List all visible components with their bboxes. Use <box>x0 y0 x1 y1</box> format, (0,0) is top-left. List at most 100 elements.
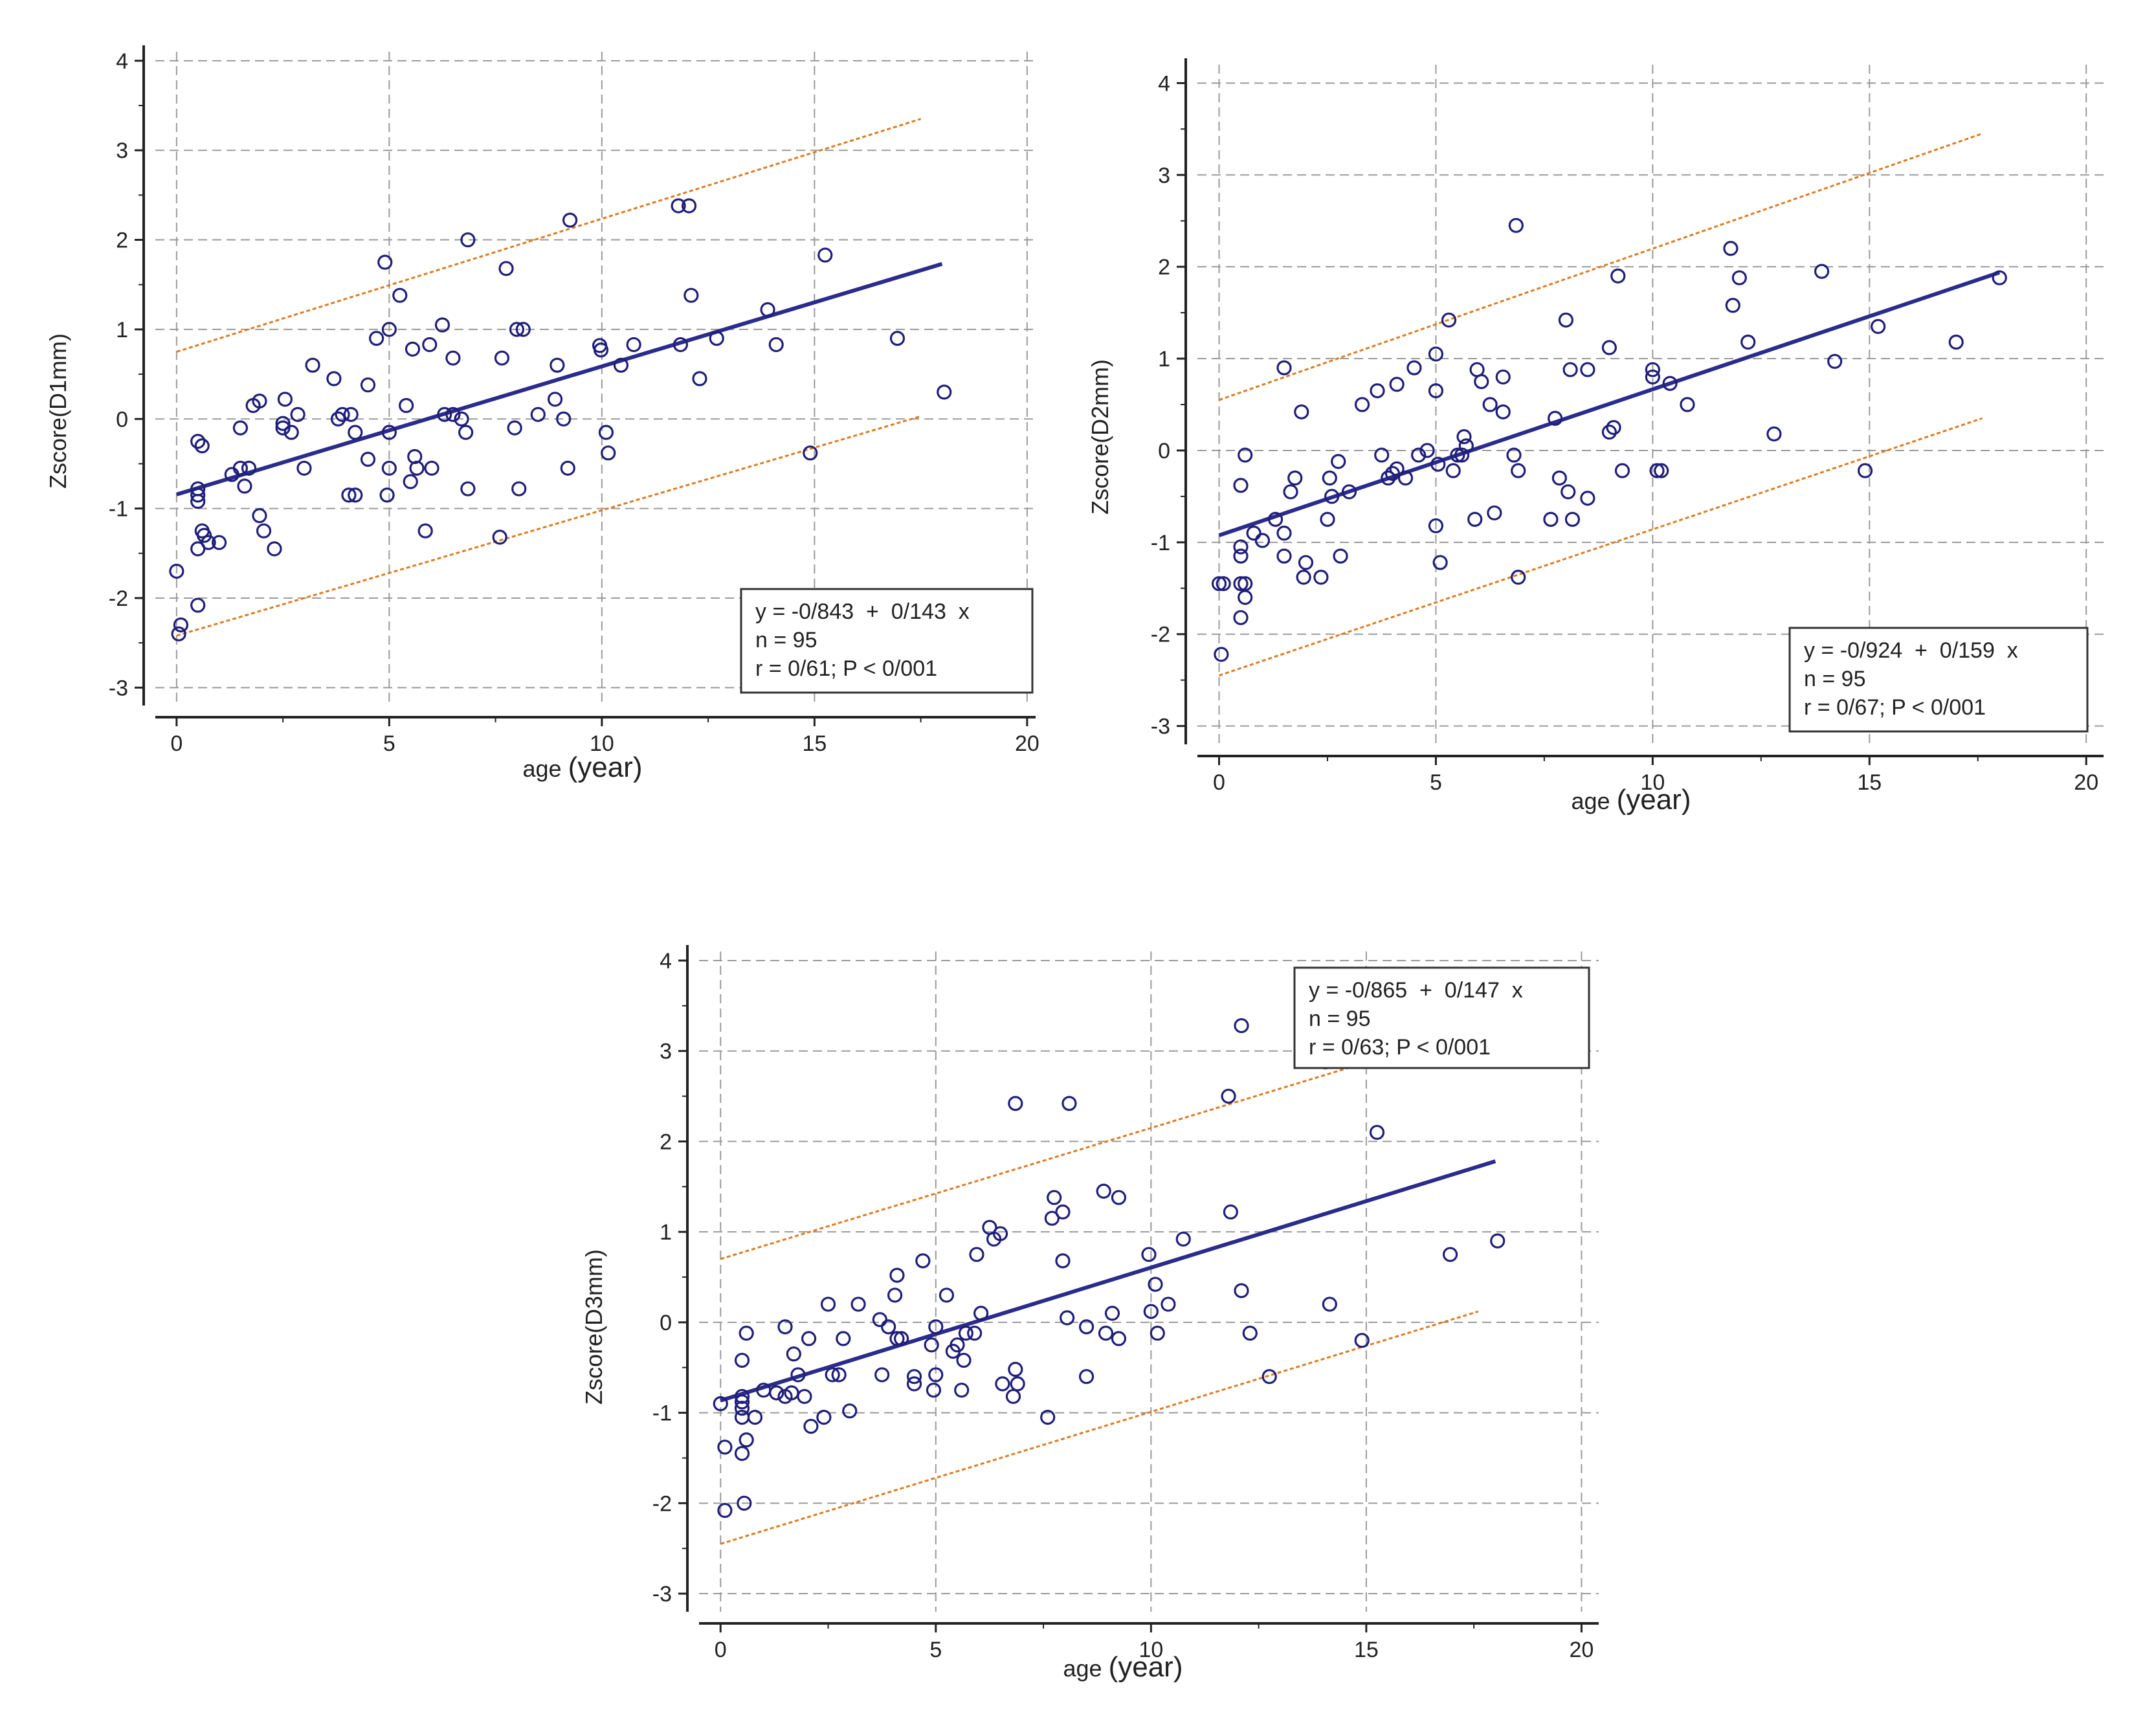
data-point <box>1723 241 1739 256</box>
data-point <box>169 563 184 579</box>
data-point <box>1654 463 1669 478</box>
data-point <box>445 350 461 366</box>
data-point <box>409 460 425 476</box>
data-point <box>434 317 450 333</box>
data-point <box>1456 429 1472 445</box>
data-point <box>458 425 474 440</box>
data-point <box>1441 312 1457 328</box>
data-point <box>1283 484 1298 500</box>
x-tick-label: 20 <box>2074 770 2098 795</box>
data-point <box>797 1388 812 1405</box>
data-point <box>296 460 312 476</box>
data-point <box>739 1326 754 1341</box>
y-axis-title: Zscore(D2mm) <box>1087 359 1113 515</box>
legend-r-p: r = 0/61; P < 0/001 <box>755 656 937 681</box>
data-point <box>1731 270 1747 285</box>
data-point <box>1490 1233 1506 1249</box>
data-point <box>1010 1376 1025 1392</box>
data-point <box>1428 518 1444 533</box>
data-point <box>1233 610 1249 625</box>
data-point <box>445 406 461 422</box>
data-point <box>1411 447 1427 463</box>
x-axis-title: age (year) <box>523 751 643 783</box>
data-point <box>928 1319 944 1335</box>
data-point <box>1397 470 1414 486</box>
scatter-chart-d2: -3 -2 -1 0 1 2 3 4 0 5 10 15 20 y = -0/924 + 0/159 x… <box>1087 58 2104 816</box>
data-point <box>1223 1204 1238 1220</box>
data-point <box>1384 465 1401 482</box>
y-tick-label: 1 <box>116 318 128 342</box>
data-point <box>1261 1369 1277 1385</box>
y-tick-label: -3 <box>1151 715 1170 739</box>
data-point <box>1078 1319 1095 1335</box>
data-point <box>1111 1190 1127 1205</box>
data-point <box>330 411 346 427</box>
data-point <box>241 460 257 476</box>
data-point <box>1294 404 1309 419</box>
data-point <box>709 331 724 346</box>
data-point <box>1098 1326 1114 1341</box>
data-point <box>836 1331 851 1346</box>
data-point <box>672 337 689 353</box>
data-point <box>460 481 476 496</box>
data-point <box>369 331 384 346</box>
data-point <box>1992 270 2007 285</box>
data-point <box>874 1367 890 1383</box>
data-point <box>790 1367 806 1383</box>
data-point <box>1313 570 1329 585</box>
data-point <box>1369 1124 1385 1141</box>
chart-panel-d3: -3 -2 -1 0 1 2 3 4 0 5 10 15 20 y = -0/865 + 0/147 x… <box>576 939 1625 1709</box>
data-point <box>399 397 414 414</box>
data-point <box>1141 1247 1157 1262</box>
data-point <box>1564 511 1581 527</box>
legend-n: n = 95 <box>755 628 817 652</box>
regression-line <box>175 262 943 496</box>
lower-band-line <box>720 1310 1479 1545</box>
data-point <box>190 487 206 503</box>
data-point <box>1276 548 1292 564</box>
data-point <box>1234 1018 1249 1034</box>
legend-equation: y = -0/865 + 0/147 x <box>1309 978 1523 1003</box>
regression-line <box>720 1159 1496 1403</box>
x-axis-label: age <box>1572 788 1610 814</box>
data-point <box>713 1396 728 1412</box>
data-point <box>734 1352 750 1368</box>
data-point <box>1298 555 1314 570</box>
data-point <box>1442 1247 1458 1262</box>
data-point <box>290 406 306 422</box>
data-point <box>1558 312 1573 328</box>
data-point <box>760 302 775 318</box>
data-point <box>1044 1210 1060 1226</box>
data-point <box>1221 1088 1236 1104</box>
legend-r-p: r = 0/63; P < 0/001 <box>1309 1035 1491 1060</box>
data-point <box>1267 511 1284 527</box>
data-point <box>326 371 342 386</box>
y-tick-label: 2 <box>1158 255 1170 280</box>
data-point <box>1614 463 1630 478</box>
data-point <box>831 1367 847 1383</box>
data-point <box>889 1331 905 1346</box>
data-point <box>1060 1310 1075 1326</box>
data-point <box>509 322 525 337</box>
data-point <box>1322 470 1337 486</box>
data-point <box>1580 362 1595 377</box>
data-point <box>1601 340 1617 355</box>
data-point <box>692 371 707 386</box>
data-point <box>954 1383 970 1398</box>
x-axis-title: age (year) <box>1063 1651 1183 1683</box>
data-point <box>1606 419 1621 436</box>
data-point <box>1430 456 1446 472</box>
x-tick-label: 5 <box>929 1638 942 1662</box>
data-point <box>437 406 452 422</box>
data-point <box>1487 505 1502 521</box>
data-point <box>1948 334 1964 350</box>
data-point <box>1482 397 1498 412</box>
data-point <box>507 420 522 436</box>
upper-band-line <box>1218 133 1983 401</box>
data-point <box>1175 1231 1191 1247</box>
data-point <box>816 1409 832 1425</box>
data-point <box>1331 454 1346 469</box>
data-point <box>379 487 395 503</box>
data-point <box>1216 576 1231 592</box>
data-point <box>392 287 408 303</box>
